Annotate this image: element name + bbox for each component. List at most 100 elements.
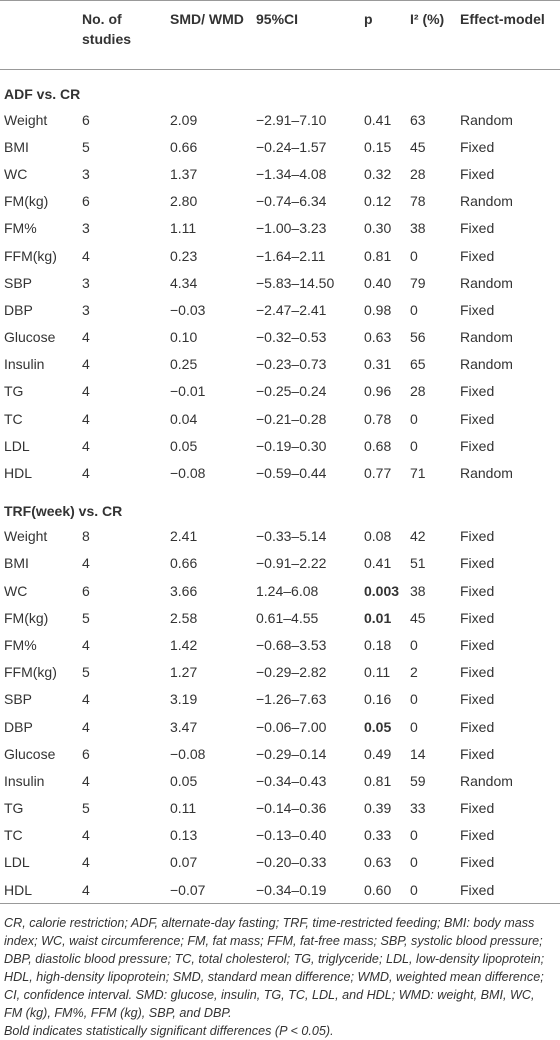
- cell: 6: [82, 193, 90, 210]
- cell: 4: [82, 636, 90, 653]
- cell: 65: [410, 356, 426, 373]
- cell: 0.05: [170, 772, 198, 789]
- cell: −5.83–14.50: [256, 274, 335, 291]
- cell: 78: [410, 193, 426, 210]
- cell: HDL: [0, 876, 78, 905]
- cell: 0.40: [364, 274, 392, 291]
- cell: Fixed: [460, 691, 495, 708]
- cell: 0: [410, 718, 418, 735]
- cell: 3.66: [170, 582, 198, 599]
- cell: 3: [82, 301, 90, 318]
- cell: 0.11: [170, 800, 197, 817]
- cell: −0.25–0.24: [256, 383, 327, 400]
- cell: Random: [460, 356, 513, 373]
- cell: 0.04: [170, 410, 198, 427]
- header-cell: SMD/ WMD: [166, 0, 252, 70]
- cell: 4: [82, 465, 90, 482]
- data-row: SBP 3 4.34 −5.83–14.50 0.40 79 Random: [0, 269, 560, 296]
- cell: 2.80: [170, 193, 198, 210]
- cell: Fixed: [456, 876, 560, 905]
- cell: −0.34–0.43: [256, 772, 327, 789]
- cell: 5: [82, 609, 90, 626]
- cell: 0.31: [364, 356, 392, 373]
- cell: −0.06–7.00: [256, 718, 327, 735]
- cell: 0: [410, 410, 418, 427]
- cell: 4: [82, 437, 90, 454]
- cell: −0.59–0.44: [256, 465, 327, 482]
- cell: Fixed: [460, 609, 495, 626]
- cell: Fixed: [460, 301, 495, 318]
- cell: 5: [82, 800, 90, 817]
- cell: −0.08: [170, 465, 206, 482]
- cell: SBP: [4, 274, 33, 291]
- cell: −0.68–3.53: [256, 636, 327, 653]
- cell: 4: [82, 555, 90, 572]
- cell: TG: [4, 383, 24, 400]
- cell: 0.15: [364, 138, 392, 155]
- cell: 0.05: [364, 718, 392, 735]
- results-table: No. of studies SMD/ WMD 95%CI p I² (%) Effect…: [0, 0, 560, 905]
- cell: Fixed: [460, 528, 495, 545]
- cell: Glucose: [4, 745, 56, 762]
- cell: −1.26–7.63: [256, 691, 327, 708]
- cell: Fixed: [460, 582, 495, 599]
- cell: 0.11: [364, 664, 391, 681]
- cell: WC: [4, 165, 28, 182]
- cell: FFM(kg): [4, 247, 57, 264]
- cell: 3: [82, 220, 90, 237]
- cell: Fixed: [460, 827, 495, 844]
- cell: −0.21–0.28: [256, 410, 327, 427]
- cell: 0.10: [170, 329, 198, 346]
- cell: −0.74–6.34: [256, 193, 327, 210]
- cell: Random: [460, 465, 513, 482]
- cell: 0.41: [364, 111, 392, 128]
- cell: 0.68: [364, 437, 392, 454]
- cell: FFM(kg): [4, 664, 57, 681]
- cell: 0: [410, 247, 418, 264]
- cell: 6: [82, 582, 90, 599]
- cell: 0.96: [364, 383, 392, 400]
- cell: 1.37: [170, 165, 198, 182]
- cell: −0.29–0.14: [256, 745, 327, 762]
- cell: −1.34–4.08: [256, 165, 327, 182]
- cell: Insulin: [4, 356, 45, 373]
- cell: 0.39: [364, 800, 392, 817]
- cell: −0.03: [170, 301, 206, 318]
- section-row: ADF vs. CR: [0, 70, 560, 107]
- cell: 3: [82, 274, 90, 291]
- cell: 33: [410, 800, 426, 817]
- cell: TC: [4, 410, 23, 427]
- cell: −0.01: [170, 383, 206, 400]
- cell: 0: [410, 437, 418, 454]
- data-row: FM% 3 1.11 −1.00–3.23 0.30 38 Fixed: [0, 215, 560, 242]
- data-row: TC 4 0.13 −0.13–0.40 0.33 0 Fixed: [0, 822, 560, 849]
- cell: 1.11: [170, 220, 197, 237]
- cell: 4: [82, 827, 90, 844]
- cell: LDL: [4, 854, 30, 871]
- cell: −0.14–0.36: [256, 800, 327, 817]
- cell: 0.01: [364, 609, 392, 626]
- cell: 14: [410, 745, 426, 762]
- cell: 42: [410, 528, 426, 545]
- cell: Fixed: [460, 636, 495, 653]
- cell: 0.23: [170, 247, 198, 264]
- data-row: BMI 4 0.66 −0.91–2.22 0.41 51 Fixed: [0, 550, 560, 577]
- cell: 51: [410, 555, 426, 572]
- cell: 1.42: [170, 636, 198, 653]
- cell: 0.78: [364, 410, 392, 427]
- data-row: WC 3 1.37 −1.34–4.08 0.32 28 Fixed: [0, 160, 560, 187]
- cell: 2.58: [170, 609, 198, 626]
- data-row: LDL 4 0.07 −0.20–0.33 0.63 0 Fixed: [0, 849, 560, 876]
- cell: TG: [4, 800, 24, 817]
- data-row: FM(kg) 6 2.80 −0.74–6.34 0.12 78 Random: [0, 188, 560, 215]
- cell: Insulin: [4, 772, 45, 789]
- cell: DBP: [4, 718, 33, 735]
- cell: −2.47–2.41: [256, 301, 327, 318]
- cell: 0: [410, 636, 418, 653]
- cell: 0.66: [170, 555, 198, 572]
- data-row: Weight 8 2.41 −0.33–5.14 0.08 42 Fixed: [0, 523, 560, 550]
- table-body: ADF vs. CR Weight 6 2.09 −2.91–7.10 0.41 63 Ran…: [0, 70, 560, 905]
- section-title: ADF vs. CR: [4, 86, 81, 102]
- footnote: Bold indicates statistically significant…: [4, 1024, 334, 1039]
- cell: 38: [410, 582, 426, 599]
